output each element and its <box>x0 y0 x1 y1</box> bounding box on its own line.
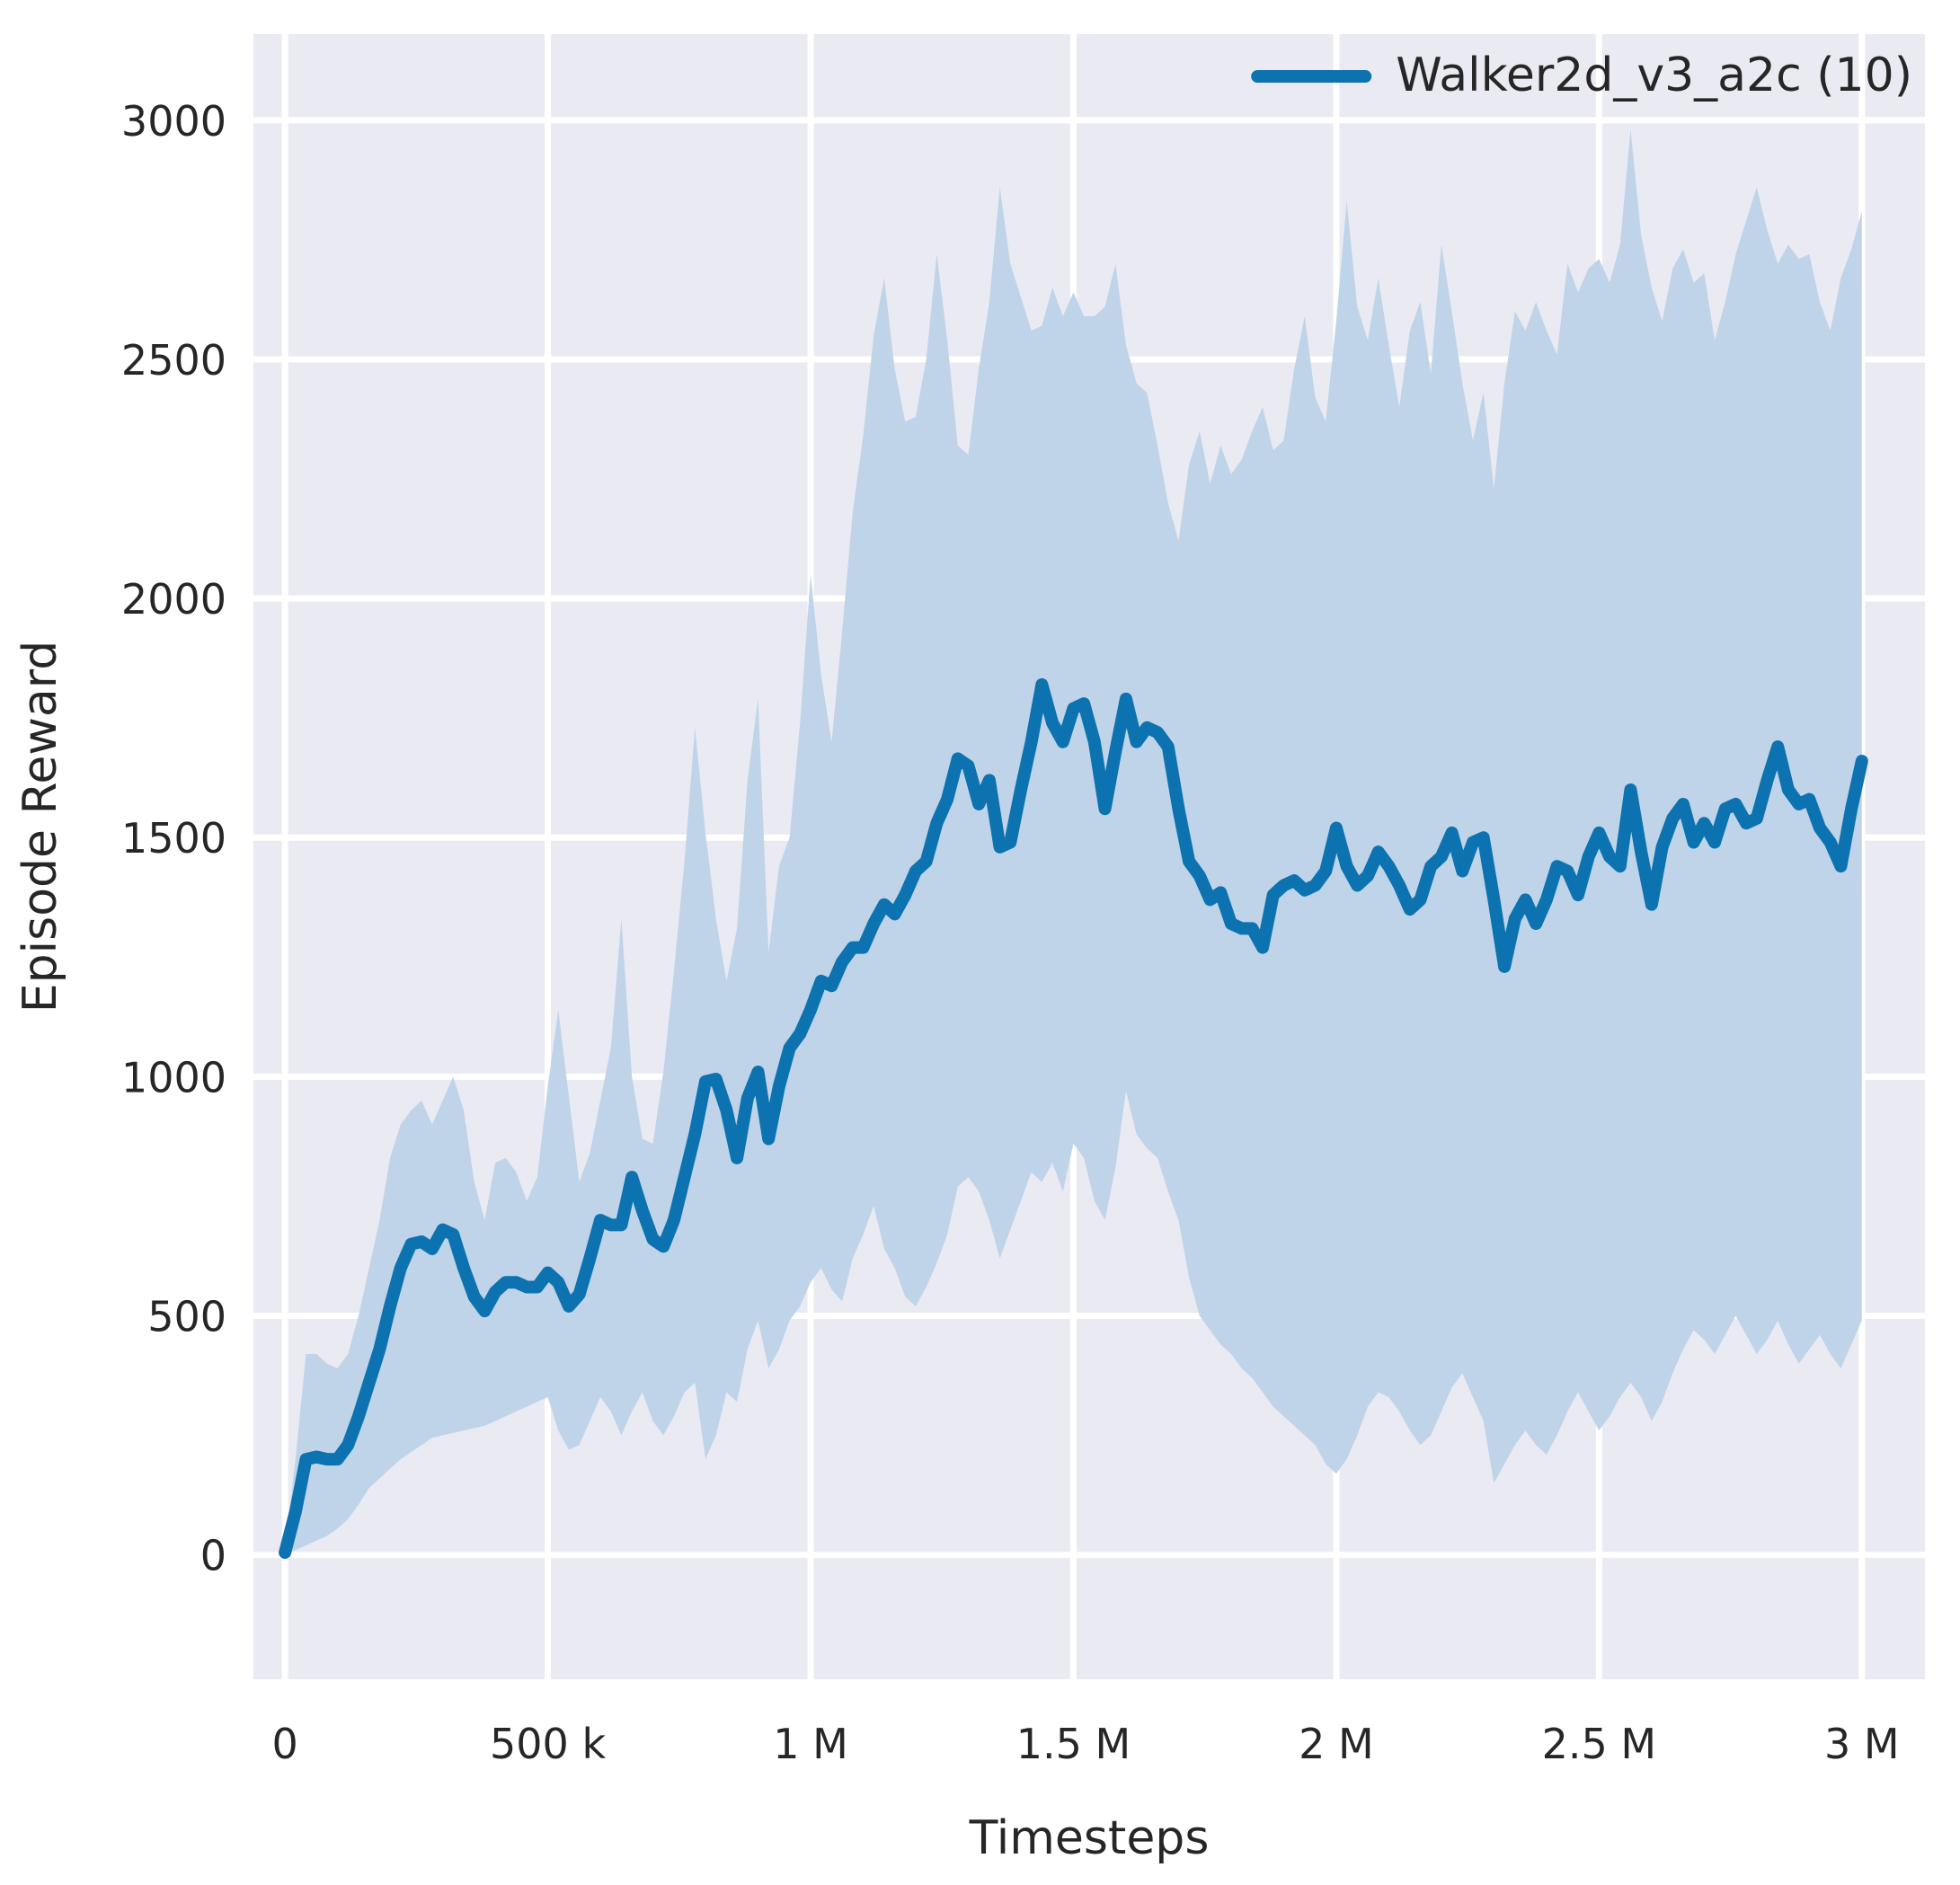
y-tick-label-6: 3000 <box>121 97 226 146</box>
x-tick-label-0: 0 <box>271 1720 297 1768</box>
y-tick-label-2: 1000 <box>121 1053 226 1102</box>
x-tick-label-6: 3 M <box>1824 1720 1900 1768</box>
legend[interactable]: Walker2d_v3_a2c (10) <box>1251 49 1912 102</box>
x-tick-label-4: 2 M <box>1299 1720 1374 1768</box>
legend-label-0: Walker2d_v3_a2c (10) <box>1396 49 1912 102</box>
mean-line <box>279 677 1868 1559</box>
y-tick-label-1: 500 <box>147 1292 226 1341</box>
line-0 <box>279 677 1868 1559</box>
y-tick-label-4: 2000 <box>121 575 226 624</box>
y-axis-tick-labels: 0 500 1000 1500 2000 2500 3000 <box>121 97 226 1580</box>
x-tick-label-3: 1.5 M <box>1016 1720 1131 1768</box>
y-axis-title: Episode Reward <box>13 641 67 1013</box>
y-tick-label-3: 1500 <box>121 814 226 863</box>
x-tick-label-1: 500 k <box>490 1720 606 1768</box>
y-tick-label-0: 0 <box>200 1532 226 1580</box>
x-tick-label-5: 2.5 M <box>1542 1720 1656 1768</box>
y-tick-label-5: 2500 <box>121 336 226 385</box>
x-tick-label-2: 1 M <box>773 1720 848 1768</box>
x-axis-title: Timesteps <box>969 1811 1210 1865</box>
x-axis-tick-labels: 0 500 k 1 M 1.5 M 2 M 2.5 M 3 M <box>271 1720 1899 1768</box>
